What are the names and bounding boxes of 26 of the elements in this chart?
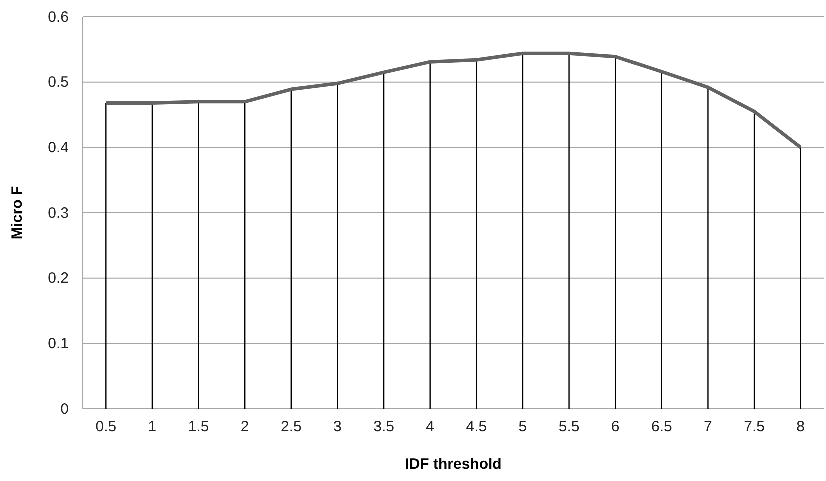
x-tick-label: 6.5 xyxy=(651,418,672,436)
x-tick-label: 4 xyxy=(426,418,435,436)
line-series xyxy=(104,52,803,150)
x-tick-label: 1 xyxy=(148,418,157,436)
x-tick-label: 5 xyxy=(518,418,528,436)
y-tick-label: 0.6 xyxy=(48,8,69,26)
y-tick-label: 0.2 xyxy=(48,270,69,288)
y-axis-title: Micro F xyxy=(9,186,26,240)
y-tick-label: 0 xyxy=(60,400,69,418)
x-tick-label: 5.5 xyxy=(558,418,580,436)
x-tick-label: 7.5 xyxy=(744,418,765,436)
y-tick-label: 0.1 xyxy=(48,335,69,352)
x-tick-label: 4.5 xyxy=(466,418,488,436)
x-tick-label: 3.5 xyxy=(374,418,394,436)
x-tick-label: 7 xyxy=(704,418,712,436)
x-tick-label: 1.5 xyxy=(188,418,210,436)
x-axis-title: IDF threshold xyxy=(405,456,502,473)
x-tick-label: 2.5 xyxy=(280,418,302,436)
y-tick-label: 0.5 xyxy=(48,74,69,92)
x-tick-label: 6 xyxy=(611,418,620,436)
x-tick-label: 0.5 xyxy=(96,418,117,436)
x-tick-label: 2 xyxy=(240,418,250,436)
y-tick-label: 0.3 xyxy=(48,204,69,222)
y-tick-label: 0.4 xyxy=(48,139,69,156)
x-tick-label: 3 xyxy=(334,418,342,436)
x-tick-label: 8 xyxy=(796,418,806,436)
